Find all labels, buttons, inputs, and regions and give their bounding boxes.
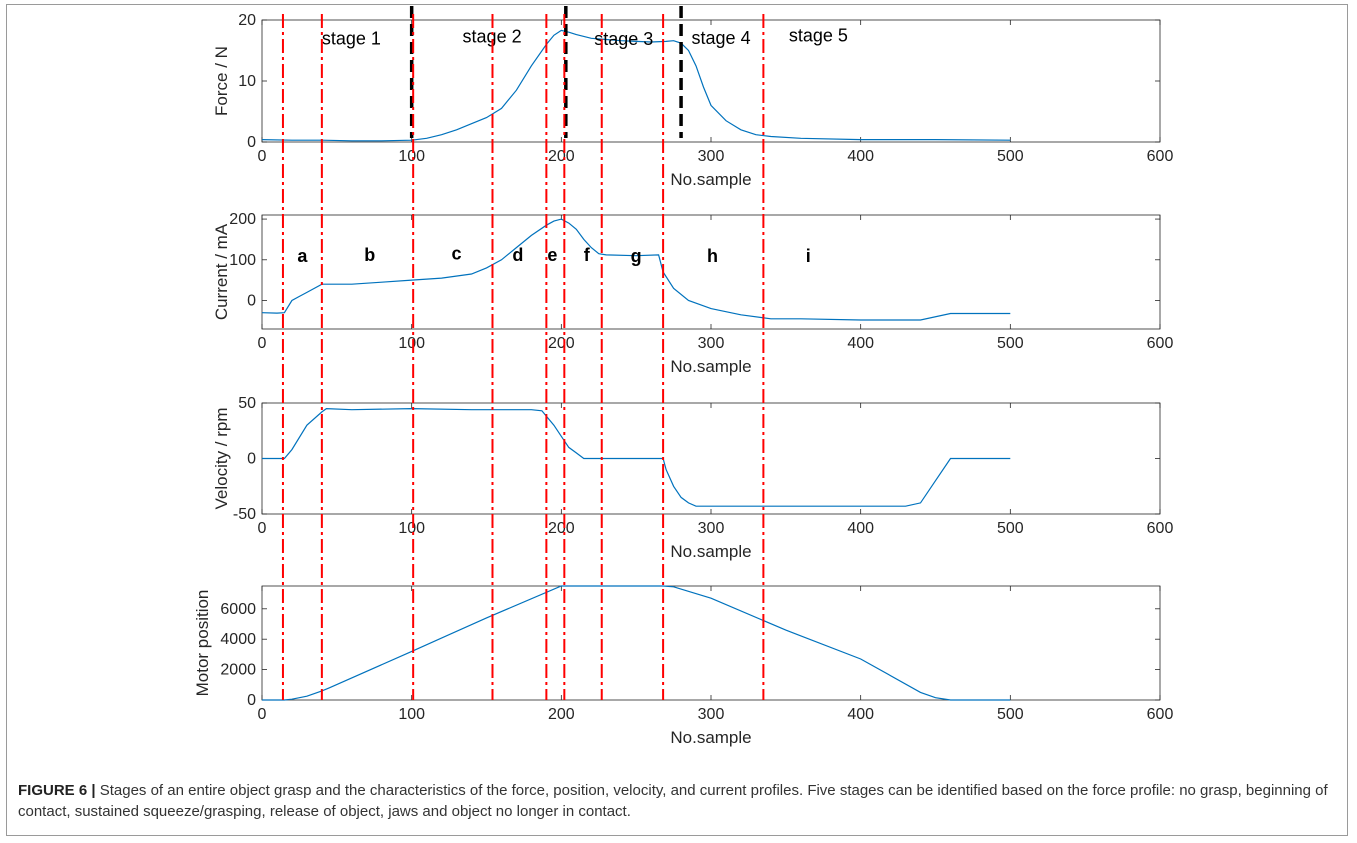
x-tick-label: 400 [847,148,874,165]
x-tick-label: 100 [398,335,425,352]
x-tick-label: 400 [847,335,874,352]
stage-label: stage 3 [594,29,653,49]
x-tick-label: 600 [1147,335,1174,352]
x-tick-label: 500 [997,706,1024,723]
y-tick-label: 0 [247,134,256,151]
x-tick-label: 100 [398,706,425,723]
stage-label: stage 5 [789,25,848,45]
x-tick-label: 500 [997,335,1024,352]
chart-panel-2: 0 100 200 300 400 500 600 0 100 200 No.sample Curre… [212,211,1173,376]
y-tick-label: 6000 [220,601,256,618]
chart-panel-4: 0 100 200 300 400 500 6000200040006000No.sampl… [193,585,1174,747]
y-tick-label: 0 [247,293,256,310]
phase-label: e [547,245,557,265]
series-line [261,29,1011,142]
y-tick-label: 100 [229,252,256,269]
x-axis-label: No.sample [670,170,751,189]
figure-label: FIGURE 6 | [18,782,96,799]
x-axis-label: No.sample [670,357,751,376]
y-tick-label: 4000 [220,631,256,648]
y-axis-label: Current / mA [212,223,231,320]
plot-box [261,214,1161,330]
y-tick-label: 50 [238,395,256,412]
y-tick-label: 10 [238,73,256,90]
figure-caption-text: Stages of an entire object grasp and the… [18,782,1328,820]
y-tick-label: 0 [247,451,256,468]
x-tick-label: 0 [258,520,267,537]
x-tick-label: 300 [698,520,725,537]
x-tick-label: 400 [847,706,874,723]
x-tick-label: 400 [847,520,874,537]
phase-label: a [297,246,308,266]
y-axis-label: Velocity / rpm [212,407,231,509]
series-line [262,407,1011,507]
x-tick-label: 100 [398,148,425,165]
x-tick-label: 0 [258,148,267,165]
y-axis-label: Motor position [193,590,212,697]
chart-panel-3: 0 100 200 300 400 500 600-50050No.sampleVeloci… [212,395,1173,561]
stage-label: stage 4 [692,28,751,48]
phase-label: g [631,246,642,266]
x-tick-label: 300 [698,335,725,352]
x-tick-label: 500 [997,520,1024,537]
x-tick-label: 200 [548,706,575,723]
x-tick-label: 300 [698,148,725,165]
x-axis-label: No.sample [670,728,751,747]
x-tick-label: 300 [698,706,725,723]
phase-label: h [707,246,718,266]
x-tick-label: 200 [548,148,575,165]
x-tick-label: 0 [258,706,267,723]
plot-box [261,402,1161,515]
phase-label: c [452,243,462,263]
x-tick-label: 600 [1147,706,1174,723]
x-axis-label: No.sample [670,542,751,561]
x-tick-label: 600 [1147,520,1174,537]
stage-label: stage 2 [463,27,522,47]
y-tick-label: -50 [233,506,256,523]
y-tick-label: 0 [247,692,256,709]
series-line [262,585,1011,701]
stage-label: stage 1 [322,28,381,48]
phase-label: d [512,245,523,265]
y-tick-label: 20 [238,12,256,29]
x-tick-label: 600 [1147,148,1174,165]
figure-frame [6,4,1348,836]
series-line [261,218,1011,321]
plot-box [261,585,1161,701]
y-tick-label: 200 [229,211,256,228]
figure-caption: FIGURE 6 | Stages of an entire object gr… [18,780,1338,822]
phase-label: i [806,246,811,266]
x-tick-label: 0 [258,335,267,352]
y-axis-label: Force / N [212,46,231,116]
phase-label: b [364,245,375,265]
x-tick-label: 500 [997,148,1024,165]
phase-label: f [584,245,591,265]
y-tick-label: 2000 [220,662,256,679]
x-tick-label: 200 [548,520,575,537]
x-tick-label: 100 [398,520,425,537]
chart-panel-1: 0 100 200 300 400 500 600 0 10 20 No.sample Force /… [212,6,1173,189]
x-tick-label: 200 [548,335,575,352]
